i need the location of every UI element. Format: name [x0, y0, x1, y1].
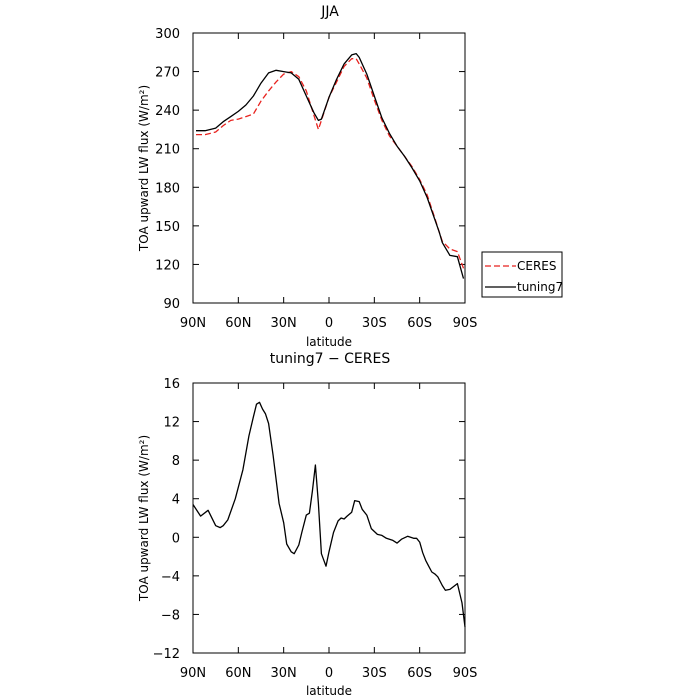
x-tick-label: 60S [407, 316, 432, 331]
panel-1-frame [192, 32, 466, 304]
x-tick-label: 30S [362, 316, 387, 331]
x-tick-label: 30S [362, 666, 387, 681]
y-tick-label: 16 [163, 377, 180, 392]
y-tick-label: 150 [155, 220, 180, 235]
legend-label-tuning7: tuning7 [517, 280, 563, 294]
x-tick-label: 60N [225, 316, 251, 331]
series-line-tuning7 [196, 52, 465, 279]
x-tick-label: 90S [453, 316, 478, 331]
x-tick-label: 90N [180, 316, 206, 331]
y-tick-label: −12 [153, 647, 180, 662]
y-tick-label: 12 [163, 416, 180, 431]
panel-2-title: tuning7 − CERES [270, 351, 391, 367]
y-tick-label: −8 [161, 608, 180, 623]
x-tick-label: 90N [180, 666, 206, 681]
panel-2-x-axis-label: latitude [306, 684, 352, 698]
legend-box [481, 251, 563, 298]
panel-1-title: JJA [320, 4, 339, 20]
x-tick-label: 90S [453, 666, 478, 681]
panel-1-x-axis-label: latitude [306, 335, 352, 349]
x-tick-label: 0 [325, 666, 333, 681]
panel-2-y-axis-label: TOA upward LW flux (W/m²) [137, 435, 151, 602]
x-tick-label: 60S [407, 666, 432, 681]
x-tick-label: 0 [325, 316, 333, 331]
y-tick-label: 300 [155, 27, 180, 42]
y-tick-label: −4 [161, 570, 180, 585]
panel-2-frame [192, 382, 466, 654]
legend-label-ceres: CERES [517, 259, 557, 273]
x-tick-label: 30N [271, 666, 297, 681]
x-tick-label: 30N [271, 316, 297, 331]
panel-1: JJA 90N 60N 30N 0 30S 60S 90S 90 120 150 180 210 240… [137, 4, 563, 349]
y-tick-label: 4 [172, 493, 180, 508]
y-tick-label: 270 [155, 66, 180, 81]
series-line-ceres [196, 58, 465, 269]
legend: CERES tuning7 [481, 251, 563, 298]
panel-1-ticks: 90N 60N 30N 0 30S 60S 90S 90 120 150 180 210 240 270 3… [155, 27, 477, 331]
panel-2: tuning7 − CERES 90N 60N 30N 0 30S 60S 90S −12 −8… [137, 351, 477, 698]
y-tick-label: 0 [172, 531, 180, 546]
y-tick-label: 8 [172, 454, 180, 469]
x-tick-label: 60N [225, 666, 251, 681]
panel-1-series [196, 52, 465, 279]
series-line-difference [192, 401, 466, 628]
y-tick-label: 120 [155, 258, 180, 273]
y-tick-label: 240 [155, 104, 180, 119]
panel-1-y-axis-label: TOA upward LW flux (W/m²) [137, 85, 151, 252]
panel-2-series [192, 401, 466, 628]
panel-2-ticks: 90N 60N 30N 0 30S 60S 90S −12 −8 −4 0 4 8 12 16 [153, 377, 478, 681]
y-tick-label: 90 [163, 297, 180, 312]
y-tick-label: 180 [155, 181, 180, 196]
y-tick-label: 210 [155, 143, 180, 158]
